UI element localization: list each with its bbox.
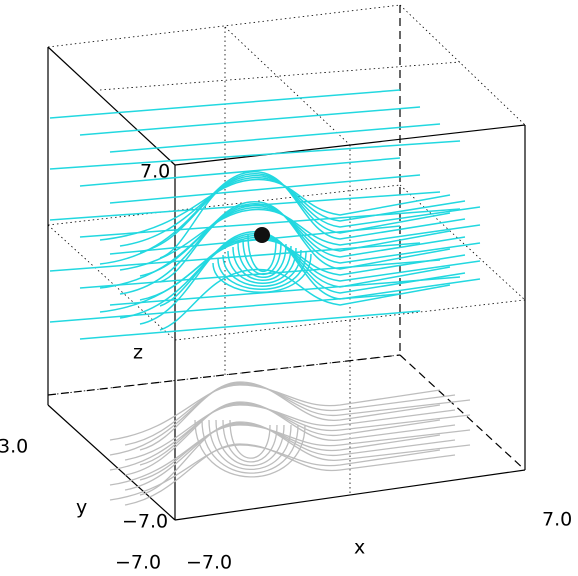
streamline-shadow bbox=[222, 419, 278, 463]
z-axis-label: z bbox=[133, 342, 143, 364]
streamline-shadow bbox=[201, 419, 299, 474]
streamline bbox=[242, 238, 282, 275]
streamline bbox=[79, 106, 421, 136]
box-frame bbox=[47, 4, 526, 521]
streamline bbox=[119, 208, 481, 271]
streamline bbox=[217, 251, 307, 290]
streamline bbox=[49, 89, 401, 119]
streamline bbox=[49, 191, 441, 221]
streamline-shadow bbox=[124, 443, 456, 506]
streamline bbox=[212, 253, 312, 293]
streamline bbox=[99, 178, 451, 241]
streamline bbox=[159, 173, 451, 259]
streamline bbox=[109, 276, 461, 306]
streamline-shadow bbox=[215, 419, 285, 467]
streamline bbox=[159, 268, 451, 331]
x-max-label: 7.0 bbox=[542, 509, 572, 531]
streamline bbox=[159, 236, 481, 307]
streamlines bbox=[49, 89, 481, 506]
sphere bbox=[254, 227, 270, 243]
y-min-label: −7.0 bbox=[122, 511, 168, 533]
streamline-shadow bbox=[109, 381, 441, 456]
streamline bbox=[79, 310, 421, 340]
streamline bbox=[139, 175, 481, 253]
streamline bbox=[119, 201, 451, 295]
streamline bbox=[139, 231, 481, 325]
streamline bbox=[99, 203, 481, 289]
streamline-shadow bbox=[194, 419, 306, 478]
z-max-label: 7.0 bbox=[140, 161, 170, 183]
y-axis-label: y bbox=[76, 497, 87, 519]
streamline-shadow bbox=[124, 401, 456, 476]
streamline-shadow bbox=[229, 419, 271, 459]
corner-min-label: −7.0 bbox=[115, 552, 161, 574]
streamline-shadow bbox=[208, 419, 292, 470]
streamline-shadow bbox=[109, 423, 441, 486]
streamline bbox=[99, 235, 451, 313]
streamline-shadow bbox=[139, 382, 471, 451]
streamline bbox=[119, 233, 466, 319]
streamline bbox=[139, 206, 451, 277]
streamline-shadow bbox=[109, 384, 441, 441]
streamline-shadow bbox=[109, 402, 441, 471]
streamline-shadow bbox=[124, 404, 456, 461]
streamline bbox=[237, 242, 287, 278]
streamline bbox=[79, 208, 461, 238]
streamline bbox=[232, 245, 292, 281]
streamline-shadow bbox=[139, 424, 471, 481]
streamline bbox=[109, 174, 421, 204]
streamline bbox=[227, 247, 297, 284]
streamline bbox=[159, 205, 466, 283]
streamline bbox=[119, 176, 466, 247]
streamline-shadow bbox=[124, 383, 456, 446]
x-axis-label: x bbox=[354, 537, 365, 559]
streamline bbox=[247, 234, 277, 273]
streamline-shadow bbox=[139, 421, 471, 496]
streamline bbox=[49, 140, 461, 170]
streamline-shadow bbox=[109, 444, 441, 501]
streamline bbox=[222, 249, 302, 287]
streamline-shadow bbox=[124, 422, 456, 491]
streamline bbox=[79, 157, 401, 187]
y-max-label: 3.0 bbox=[0, 436, 28, 458]
streamline bbox=[99, 171, 466, 265]
x-min-label: −7.0 bbox=[186, 552, 232, 574]
streamline-shadow bbox=[139, 403, 471, 466]
streamline bbox=[109, 123, 441, 153]
